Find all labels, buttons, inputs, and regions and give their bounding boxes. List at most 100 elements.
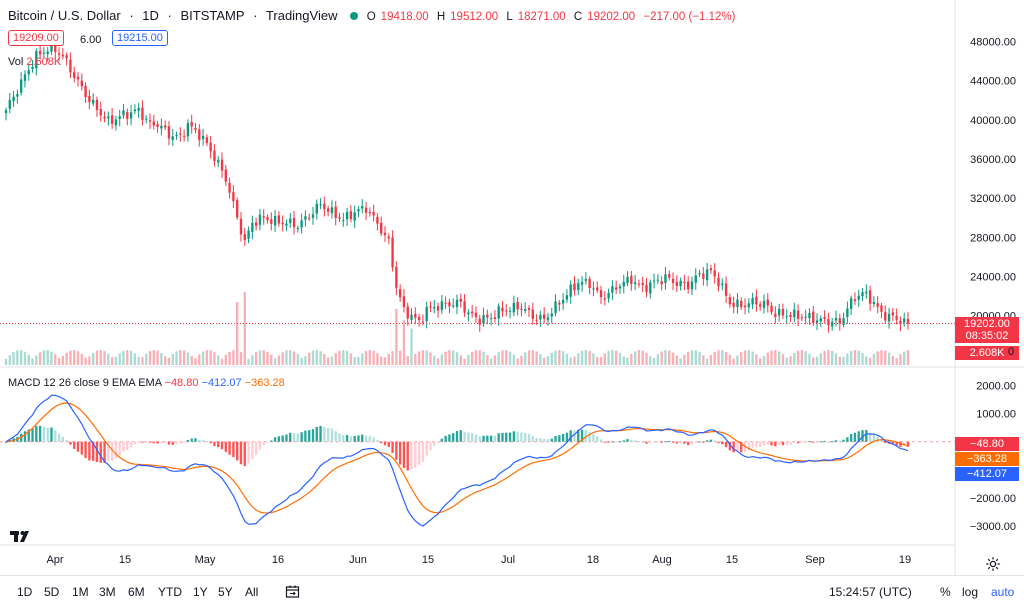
candle-body bbox=[342, 220, 345, 222]
candle-body bbox=[338, 217, 341, 219]
candle-body bbox=[220, 159, 224, 171]
volume-bar bbox=[766, 352, 769, 365]
chart-canvas[interactable]: 48000.00 44000.00 40000.00 36000.00 32000.00… bbox=[0, 0, 1024, 575]
macd-histogram-bar bbox=[190, 438, 193, 442]
timeframe-1y[interactable]: 1Y bbox=[193, 585, 208, 599]
calendar-range-icon[interactable] bbox=[285, 584, 300, 599]
tradingview-logo-icon[interactable] bbox=[8, 523, 34, 549]
macd-histogram-bar bbox=[637, 440, 641, 442]
timeframe-1d[interactable]: 1D bbox=[17, 585, 33, 599]
volume-bar bbox=[770, 350, 773, 365]
volume-bar bbox=[433, 355, 436, 365]
timeframe-5d[interactable]: 5D bbox=[44, 585, 60, 599]
candle-body bbox=[489, 318, 493, 320]
utc-clock[interactable]: 15:24:57 (UTC) bbox=[829, 585, 912, 599]
macd-histogram-bar bbox=[353, 435, 356, 442]
macd-tick-label: −2000.00 bbox=[970, 493, 1016, 505]
timeframe-1m[interactable]: 1M bbox=[72, 585, 89, 599]
macd-histogram-bar bbox=[884, 441, 887, 443]
volume-bar bbox=[364, 350, 368, 365]
macd-histogram-bar bbox=[167, 441, 171, 445]
volume-bar bbox=[565, 353, 569, 365]
timeframe-ytd[interactable]: YTD bbox=[158, 585, 182, 599]
volume-bar bbox=[717, 350, 720, 365]
candle-body bbox=[789, 314, 792, 317]
volume-bar bbox=[179, 350, 182, 365]
volume-bar bbox=[664, 350, 667, 365]
settings-gear-icon[interactable] bbox=[985, 556, 1001, 572]
volume-bar bbox=[262, 350, 265, 365]
candle-body bbox=[266, 217, 269, 221]
candle-body bbox=[884, 312, 887, 321]
volume-bar bbox=[633, 351, 637, 365]
candle-body bbox=[721, 283, 724, 286]
timeframe-all[interactable]: All bbox=[245, 585, 259, 599]
timeframe-6m[interactable]: 6M bbox=[128, 585, 145, 599]
macd-histogram-bar bbox=[160, 441, 163, 444]
volume-bar bbox=[887, 352, 891, 365]
candle-body bbox=[641, 282, 644, 286]
macd-histogram-bar bbox=[239, 441, 243, 465]
macd-histogram-bar bbox=[690, 441, 694, 445]
macd-histogram-bar bbox=[539, 438, 542, 442]
candle-body bbox=[387, 236, 390, 239]
volume-bar bbox=[167, 357, 171, 365]
macd-histogram-bar bbox=[266, 441, 269, 443]
candle-body bbox=[251, 222, 254, 232]
volume-bar bbox=[217, 355, 220, 365]
macd-histogram-bar bbox=[118, 441, 121, 456]
volume-bar bbox=[273, 358, 277, 365]
volume-bar bbox=[285, 350, 288, 365]
candle-body bbox=[148, 120, 152, 122]
volume-bar bbox=[800, 350, 804, 365]
macd-histogram-bar bbox=[615, 441, 618, 443]
macd-histogram-bar bbox=[126, 441, 129, 451]
candle-body bbox=[23, 74, 27, 81]
macd-histogram-bar bbox=[618, 441, 622, 443]
volume-bar bbox=[254, 352, 258, 365]
volume-bar bbox=[376, 353, 379, 365]
auto-toggle[interactable]: auto bbox=[991, 585, 1015, 599]
candle-body bbox=[129, 112, 133, 119]
volume-bar bbox=[395, 309, 398, 365]
macd-histogram-bar bbox=[546, 439, 550, 442]
log-toggle[interactable]: log bbox=[962, 585, 979, 599]
volume-bar bbox=[57, 358, 61, 365]
buy-button[interactable]: 19215.00 bbox=[112, 30, 168, 46]
volume-bar bbox=[520, 355, 523, 365]
volume-bar bbox=[740, 352, 743, 365]
volume-value: 2.608K bbox=[26, 56, 62, 68]
macd-histogram-bar bbox=[603, 441, 606, 443]
timeframe-5y[interactable]: 5Y bbox=[218, 585, 233, 599]
macd-histogram-bar bbox=[838, 440, 841, 442]
volume-bar bbox=[46, 350, 49, 365]
candle-body bbox=[186, 122, 190, 137]
sell-button[interactable]: 19209.00 bbox=[8, 30, 64, 46]
macd-histogram-bar bbox=[558, 435, 561, 442]
volume-bar bbox=[649, 356, 652, 365]
macd-histogram-bar bbox=[323, 426, 326, 442]
interval-label[interactable]: 1D bbox=[142, 8, 159, 23]
macd-title[interactable]: MACD 12 26 close 9 EMA EMA bbox=[8, 377, 162, 389]
candle-body bbox=[448, 302, 451, 307]
volume-bar bbox=[406, 356, 409, 365]
timeframe-3m[interactable]: 3M bbox=[99, 585, 116, 599]
candle-body bbox=[505, 310, 508, 312]
macd-histogram-bar bbox=[724, 441, 728, 448]
volume-bar bbox=[493, 355, 497, 365]
volume-bar bbox=[114, 356, 118, 365]
candle-body bbox=[762, 300, 766, 308]
macd-signal-line bbox=[5, 402, 909, 514]
candle-body bbox=[740, 300, 743, 307]
candle-body bbox=[732, 302, 735, 307]
macd-histogram-bar bbox=[671, 441, 675, 443]
percent-toggle[interactable]: % bbox=[940, 585, 951, 599]
candle-body bbox=[827, 319, 830, 326]
volume-bar bbox=[561, 351, 565, 365]
candle-body bbox=[755, 296, 758, 305]
volume-bar bbox=[198, 354, 201, 365]
candle-body bbox=[531, 309, 534, 319]
symbol-title[interactable]: Bitcoin / U.S. Dollar bbox=[8, 8, 121, 23]
volume-bar bbox=[880, 350, 883, 365]
macd-histogram-bar bbox=[270, 440, 273, 442]
